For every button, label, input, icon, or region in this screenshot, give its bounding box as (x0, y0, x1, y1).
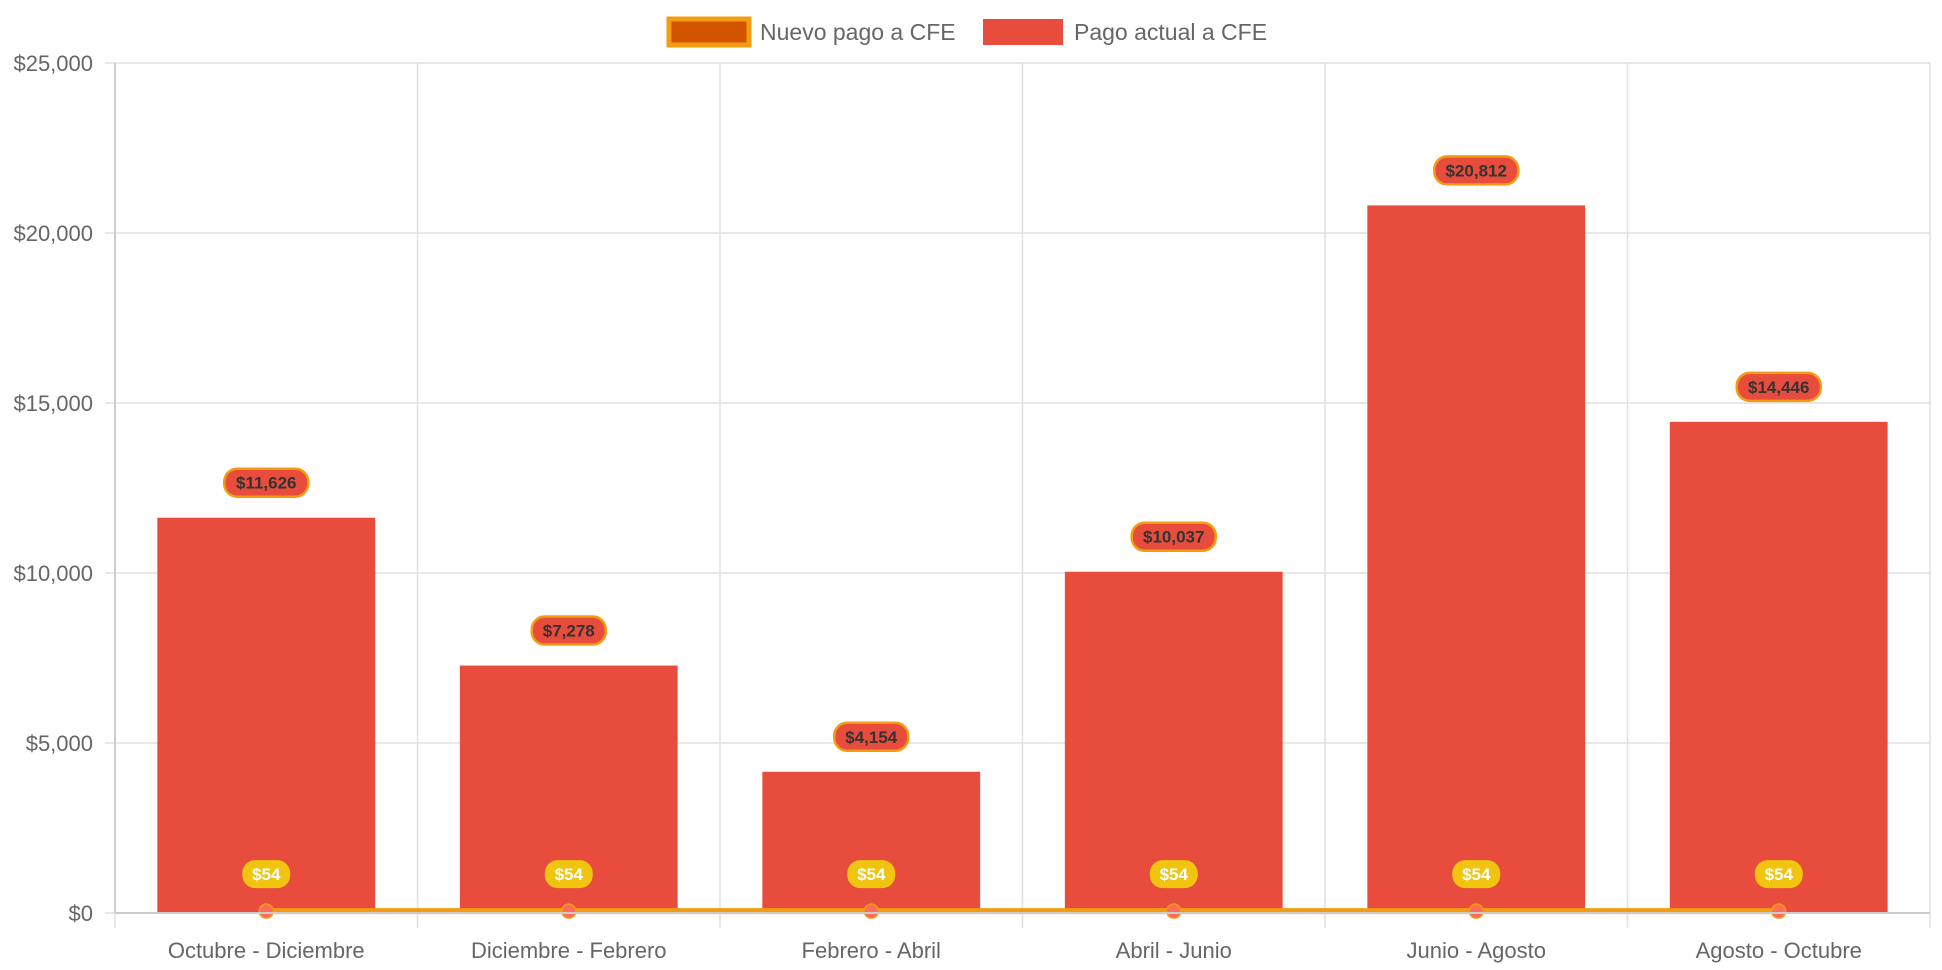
legend[interactable]: Nuevo pago a CFE Pago actual a CFE (666, 16, 1267, 48)
x-tick-label: Diciembre - Febrero (471, 938, 667, 963)
bar-value-label: $4,154 (845, 728, 898, 747)
bar-value-label-badge (1433, 155, 1520, 186)
bar-value-label-badge (1735, 371, 1822, 403)
bar-value-label-badge (833, 721, 910, 753)
legend-swatch-line (666, 16, 752, 48)
bar (1367, 205, 1586, 914)
bar (157, 517, 376, 913)
y-tick-label: $20,000 (13, 221, 93, 246)
bar-value-label: $14,446 (1748, 378, 1809, 397)
x-tick-label: Agosto - Octubre (1696, 938, 1862, 963)
bar (1064, 571, 1283, 913)
line-value-label: $54 (1765, 865, 1794, 884)
y-tick-label: $25,000 (13, 51, 93, 76)
line-point (1166, 903, 1182, 919)
line-value-label-badge (1149, 860, 1198, 889)
line-point (1771, 903, 1787, 919)
axes: $0 $5,000 $10,000 $15,000 $20,000 $25,000 Octu… (13, 51, 1930, 963)
line-value-label-badge (242, 860, 291, 889)
y-tick-label: $0 (69, 901, 93, 926)
data-labels: $11,626 $7,278 $4,154 $10,037 $20,812 $14,446… (223, 155, 1822, 889)
y-tick-label: $15,000 (13, 391, 93, 416)
line-value-label-badge (1754, 860, 1803, 889)
line-value-label: $54 (1160, 865, 1189, 884)
grid (105, 62, 1931, 928)
bar-series (157, 205, 1888, 914)
x-tick-label: Febrero - Abril (802, 938, 941, 963)
line-value-label: $54 (1462, 865, 1491, 884)
y-tick-label: $5,000 (26, 731, 93, 756)
y-tick-label: $10,000 (13, 561, 93, 586)
legend-swatch-bar (983, 19, 1063, 45)
line-value-label-badge (847, 860, 896, 889)
legend-label-pago-actual: Pago actual a CFE (1074, 19, 1267, 45)
bar-value-label: $11,626 (236, 474, 297, 493)
x-tick-label: Octubre - Diciembre (168, 938, 365, 963)
bar-value-label: $20,812 (1446, 161, 1507, 180)
line-point (561, 903, 577, 919)
bar-value-label-badge (1130, 521, 1217, 552)
bar-value-label-badge (223, 467, 310, 498)
bar (762, 771, 981, 913)
line-value-label: $54 (555, 865, 584, 884)
x-tick-label: Junio - Agosto (1407, 938, 1546, 963)
line-point (863, 903, 879, 919)
line-series (258, 903, 1787, 919)
bar-value-label: $7,278 (543, 622, 595, 641)
bar (1669, 421, 1888, 913)
line-value-label: $54 (857, 865, 886, 884)
bar-value-label: $10,037 (1143, 528, 1204, 547)
line-point (258, 903, 274, 919)
line-value-label: $54 (252, 865, 281, 884)
bar-value-label-badge (530, 615, 607, 646)
line-point (1468, 903, 1484, 919)
line-value-label-badge (1452, 860, 1501, 889)
x-tick-label: Abril - Junio (1116, 938, 1232, 963)
line-value-label-badge (544, 860, 593, 889)
legend-label-nuevo-pago: Nuevo pago a CFE (760, 19, 956, 45)
